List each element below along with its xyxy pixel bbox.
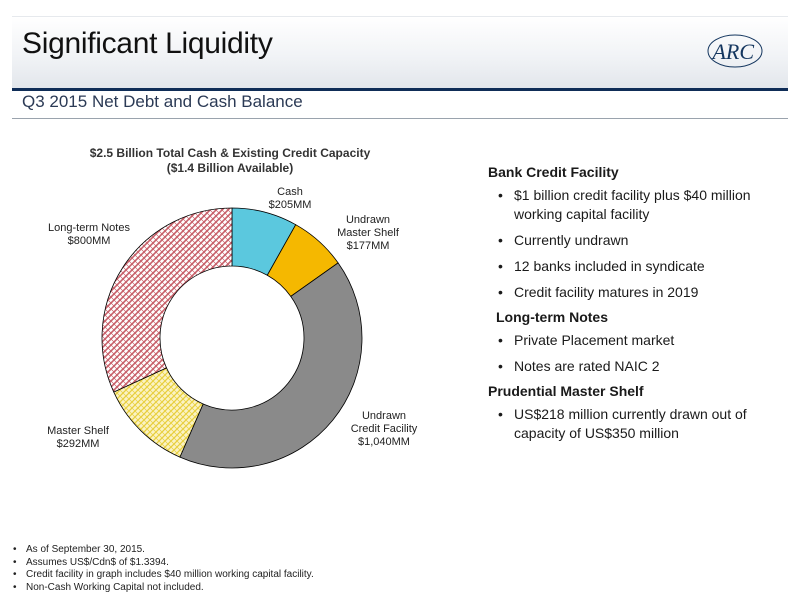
section-heading-long-term-notes: Long-term Notes <box>496 309 608 325</box>
list-item: Notes are rated NAIC 2 <box>488 357 788 376</box>
slice-value: $205MM <box>268 199 312 211</box>
slice-value: $1,040MM <box>358 436 410 448</box>
page-title: Significant Liquidity <box>22 27 273 60</box>
subtitle-divider <box>12 118 788 119</box>
slice-label-long-term-notes: Long-term Notes $800MM <box>34 222 144 248</box>
footnote: As of September 30, 2015. <box>10 544 510 557</box>
list-item: 12 banks included in syndicate <box>488 257 788 276</box>
list-item: $1 billion credit facility plus $40 mill… <box>488 186 788 224</box>
slice-label-master-shelf: Master Shelf $292MM <box>38 425 118 451</box>
list-item: Credit facility matures in 2019 <box>488 283 788 302</box>
arc-logo-ring-icon <box>707 34 763 68</box>
bank-credit-facility-list: $1 billion credit facility plus $40 mill… <box>488 186 788 302</box>
title-bar: Significant Liquidity ARC <box>12 16 788 89</box>
list-item: US$218 million currently drawn out of ca… <box>488 405 788 443</box>
slice-value: $800MM <box>67 235 111 247</box>
company-logo: ARC <box>712 39 754 64</box>
page-subtitle: Q3 2015 Net Debt and Cash Balance <box>22 92 303 111</box>
chart-title: $2.5 Billion Total Cash & Existing Credi… <box>89 146 371 160</box>
section-heading-bank-credit-facility: Bank Credit Facility <box>488 164 619 180</box>
footnote: Credit facility in graph includes $40 mi… <box>10 569 510 582</box>
slice-label-undrawn-credit-facility: Undrawn Credit Facility $1,040MM <box>336 410 432 449</box>
list-item: Currently undrawn <box>488 231 788 250</box>
header-divider <box>12 88 788 91</box>
footnote: Non-Cash Working Capital not included. <box>10 582 510 595</box>
slice-label-cash: Cash $205MM <box>250 186 330 212</box>
slice-name: Cash <box>277 186 303 198</box>
slice-label-undrawn-master-shelf: Undrawn Master Shelf $177MM <box>316 214 420 253</box>
long-term-notes-list: Private Placement market Notes are rated… <box>488 331 788 376</box>
prudential-master-shelf-list: US$218 million currently drawn out of ca… <box>488 405 788 443</box>
slice-name: Master Shelf <box>47 425 109 437</box>
liquidity-details-panel: Bank Credit Facility $1 billion credit f… <box>488 164 788 450</box>
donut-slice-long-term-notes <box>101 207 233 393</box>
footnote: Assumes US$/Cdn$ of $1.3394. <box>10 557 510 570</box>
slice-value: $177MM <box>346 240 390 252</box>
chart-title-block: $2.5 Billion Total Cash & Existing Credi… <box>40 146 420 176</box>
slice-name: Long-term Notes <box>48 222 130 234</box>
slice-name: Undrawn Credit Facility <box>350 410 418 435</box>
chart-subtitle: ($1.4 Billion Available) <box>166 161 294 175</box>
list-item: Private Placement market <box>488 331 788 350</box>
footnotes: As of September 30, 2015. Assumes US$/Cd… <box>10 544 510 594</box>
slice-name: Undrawn Master Shelf <box>337 214 399 239</box>
donut-slice-undrawn-credit-facility <box>179 262 363 469</box>
slice-value: $292MM <box>56 438 100 450</box>
section-heading-prudential-master-shelf: Prudential Master Shelf <box>488 383 644 399</box>
